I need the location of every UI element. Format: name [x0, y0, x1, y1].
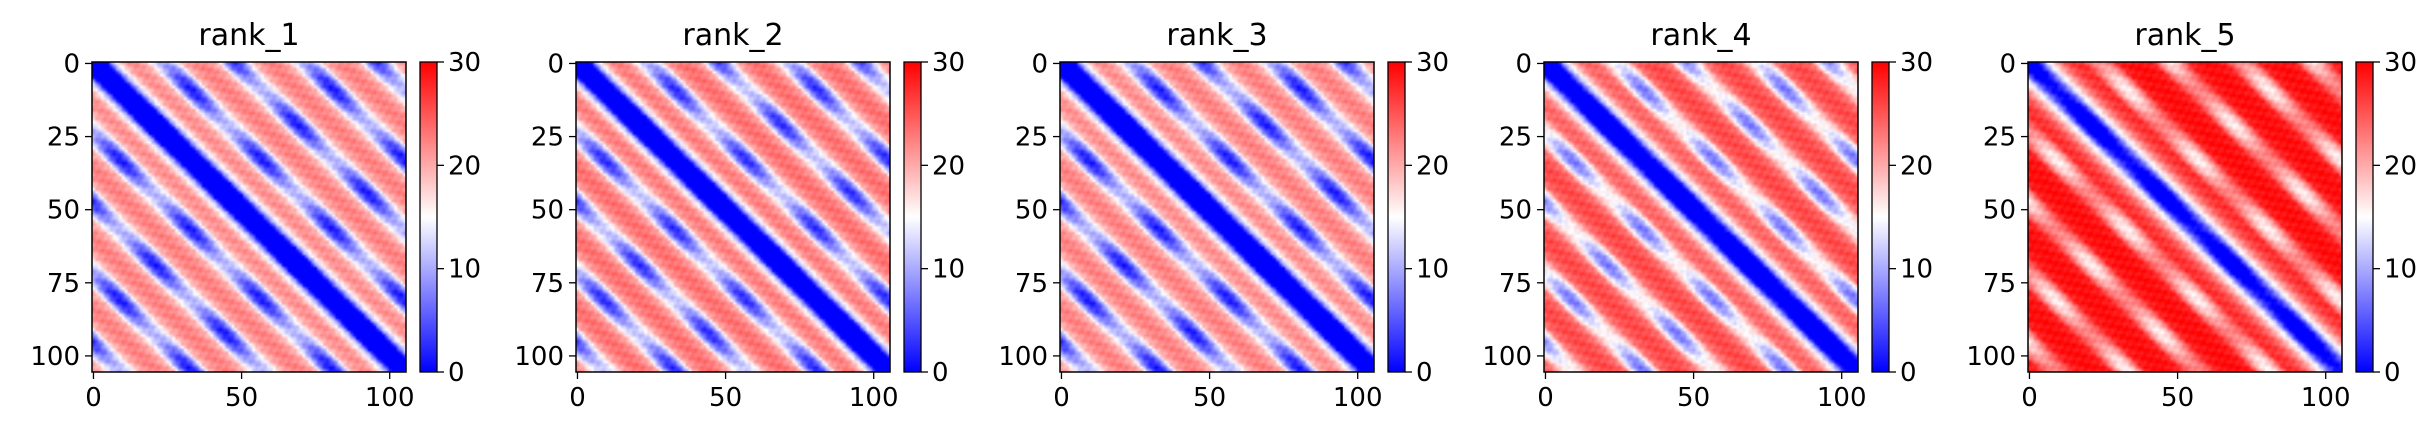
y-tick-label: 100 — [1966, 342, 2016, 372]
x-tick-label: 0 — [1537, 383, 1554, 413]
panel-title: rank_2 — [682, 18, 783, 53]
y-tick-label: 75 — [1499, 269, 1532, 299]
axes-frame — [91, 61, 407, 373]
panel-title: rank_4 — [1650, 18, 1751, 53]
panel-title: rank_3 — [1166, 18, 1267, 53]
y-tick-label: 75 — [1015, 269, 1048, 299]
y-tick-label: 50 — [1499, 196, 1532, 226]
y-tick-label: 0 — [1999, 49, 2016, 79]
y-tick-label: 50 — [47, 196, 80, 226]
y-tick-label: 50 — [1015, 196, 1048, 226]
y-tick-label: 0 — [1031, 49, 1048, 79]
y-tick-label: 0 — [1515, 49, 1532, 79]
heatmap-image — [1060, 62, 1374, 372]
y-tick-label: 50 — [531, 196, 564, 226]
colorbar-tick-label: 30 — [1416, 48, 1449, 78]
x-tick-label: 50 — [709, 383, 742, 413]
x-tick-label: 0 — [1053, 383, 1070, 413]
colorbar-tick-label: 30 — [1900, 48, 1933, 78]
x-tick-label: 0 — [569, 383, 586, 413]
colorbar-tick-label: 20 — [448, 151, 481, 181]
colorbar-tick-label: 0 — [932, 358, 949, 388]
y-tick-label: 0 — [547, 49, 564, 79]
panel-title: rank_1 — [198, 18, 299, 53]
y-tick-label: 50 — [1983, 196, 2016, 226]
colorbar-tick-label: 20 — [932, 151, 965, 181]
colorbar-tick-label: 0 — [2384, 358, 2401, 388]
colorbar-tick-label: 10 — [448, 255, 481, 285]
x-tick-label: 0 — [2021, 383, 2038, 413]
panel-title: rank_5 — [2134, 18, 2235, 53]
y-tick-label: 100 — [514, 342, 564, 372]
axes-frame — [1059, 61, 1375, 373]
heatmap-image — [576, 62, 890, 372]
y-tick-label: 25 — [1499, 123, 1532, 153]
x-tick-label: 100 — [1333, 383, 1383, 413]
x-tick-label: 50 — [1677, 383, 1710, 413]
x-tick-label: 50 — [225, 383, 258, 413]
x-tick-label: 50 — [2161, 383, 2194, 413]
colorbar — [1871, 61, 1890, 373]
colorbar — [1387, 61, 1406, 373]
colorbar-tick-label: 10 — [1416, 255, 1449, 285]
colorbar-tick-label: 20 — [1900, 151, 1933, 181]
x-tick-label: 100 — [849, 383, 899, 413]
y-tick-label: 100 — [1482, 342, 1532, 372]
y-tick-label: 25 — [1015, 123, 1048, 153]
heatmap-image — [92, 62, 406, 372]
y-tick-label: 100 — [998, 342, 1048, 372]
colorbar-tick-label: 30 — [448, 48, 481, 78]
colorbar-tick-label: 10 — [2384, 255, 2417, 285]
y-tick-label: 25 — [47, 123, 80, 153]
y-tick-label: 100 — [30, 342, 80, 372]
colorbar-tick-label: 0 — [1900, 358, 1917, 388]
x-tick-label: 100 — [365, 383, 415, 413]
y-tick-label: 75 — [1983, 269, 2016, 299]
x-tick-label: 0 — [85, 383, 102, 413]
x-tick-label: 50 — [1193, 383, 1226, 413]
colorbar-tick-label: 20 — [2384, 151, 2417, 181]
colorbar-tick-label: 10 — [932, 255, 965, 285]
colorbar-tick-label: 20 — [1416, 151, 1449, 181]
colorbar — [2355, 61, 2374, 373]
y-tick-label: 75 — [47, 269, 80, 299]
axes-frame — [575, 61, 891, 373]
colorbar-tick-label: 0 — [1416, 358, 1433, 388]
x-tick-label: 100 — [2301, 383, 2351, 413]
colorbar — [419, 61, 438, 373]
y-tick-label: 75 — [531, 269, 564, 299]
colorbar-tick-label: 30 — [2384, 48, 2417, 78]
colorbar-tick-label: 30 — [932, 48, 965, 78]
heatmap-image — [2028, 62, 2342, 372]
colorbar — [903, 61, 922, 373]
y-tick-label: 25 — [1983, 123, 2016, 153]
colorbar-tick-label: 0 — [448, 358, 465, 388]
y-tick-label: 25 — [531, 123, 564, 153]
x-tick-label: 100 — [1817, 383, 1867, 413]
colorbar-tick-label: 10 — [1900, 255, 1933, 285]
y-tick-label: 0 — [63, 49, 80, 79]
heatmap-image — [1544, 62, 1858, 372]
axes-frame — [1543, 61, 1859, 373]
axes-frame — [2027, 61, 2343, 373]
